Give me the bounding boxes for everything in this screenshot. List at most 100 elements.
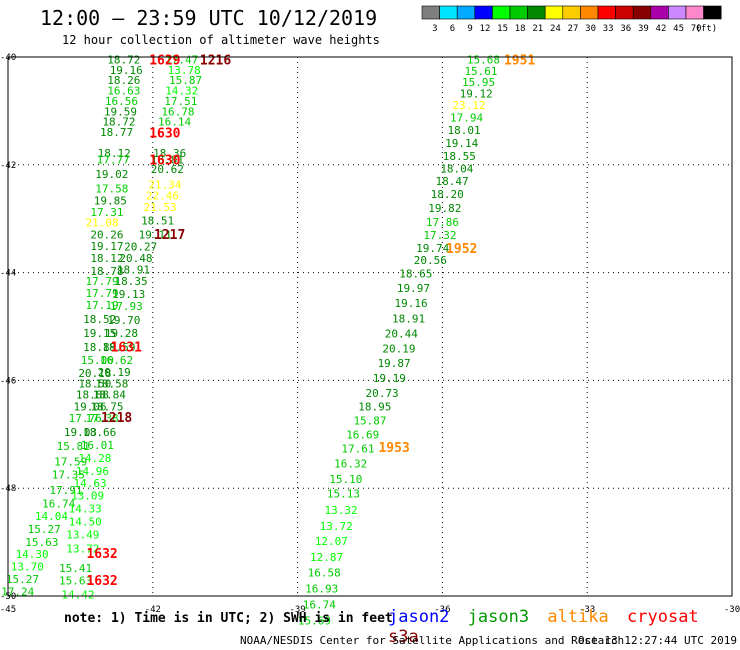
wave-height-value: 18.50 [78, 378, 111, 391]
wave-height-value: 21.34 [148, 179, 181, 192]
wave-height-value: 18.75 [90, 400, 123, 413]
wave-height-value: 18.12 [98, 147, 131, 160]
color-scale-swatch [685, 5, 704, 20]
color-scale-swatch [474, 5, 493, 20]
satellite-legend-altika: altika [547, 607, 609, 627]
color-scale-label: 21 [532, 24, 543, 34]
pass-number-label: 1218 [101, 411, 132, 426]
color-scale-swatch [421, 5, 440, 20]
pass-number-label: 1217 [154, 228, 185, 243]
wave-height-value: 17.86 [426, 216, 459, 229]
color-scale-label: 33 [603, 24, 614, 34]
wave-height-value: 18.52 [83, 313, 116, 326]
wave-height-value: 15.61 [464, 65, 497, 78]
wave-height-value: 19.85 [94, 194, 127, 207]
wave-height-value: 17.59 [54, 455, 87, 468]
wave-height-value: 19.12 [460, 88, 493, 101]
wave-height-value: 14.32 [165, 84, 198, 97]
wave-height-value: 19.97 [397, 282, 430, 295]
wave-height-value: 13.78 [168, 64, 201, 77]
wave-height-value: 18.89 [83, 341, 116, 354]
wave-height-value: 20.48 [119, 252, 152, 265]
wave-height-value: 19.82 [428, 202, 461, 215]
wave-height-value: 15.87 [353, 414, 386, 427]
wave-height-value: 19.11 [139, 228, 172, 241]
wave-height-value: 19.17 [90, 240, 123, 253]
pass-number-label: 1951 [504, 54, 535, 69]
wave-height-value: 15.63 [25, 536, 58, 549]
wave-height-value: 14.30 [16, 548, 49, 561]
wave-height-value: 17.93 [110, 300, 143, 313]
wave-height-value: 19.06 [73, 400, 106, 413]
wave-height-value: 20.27 [124, 241, 157, 254]
credit-text: NOAA/NESDIS Center for Satellite Applica… [240, 634, 625, 647]
pass-number-label: 1629 [149, 54, 180, 69]
wave-height-value: 19.13 [112, 288, 145, 301]
wave-height-value: 19.02 [95, 168, 128, 181]
wave-height-value: 18.78 [90, 265, 123, 278]
wave-height-value: 18.65 [399, 268, 432, 281]
satellite-legend-jason2: jason2 [388, 607, 450, 627]
color-scale-label: 3 [432, 24, 437, 34]
x-tick-label: -33 [579, 605, 595, 615]
color-scale-label: 36 [620, 24, 631, 34]
wave-height-value: 14.42 [61, 588, 94, 601]
wave-height-value: 15.00 [81, 354, 114, 367]
wave-height-value: 22.46 [146, 190, 179, 203]
wave-height-value: 18.59 [102, 341, 135, 354]
wave-height-value: 20.56 [414, 254, 447, 267]
wave-height-value: 15.10 [329, 473, 362, 486]
wave-height-value: 19.16 [394, 297, 427, 310]
x-tick-label: -36 [434, 605, 450, 615]
wave-height-value: 13.70 [11, 560, 44, 573]
color-scale-swatch [439, 5, 458, 20]
wave-height-value: 16.58 [308, 566, 341, 579]
wave-height-value: 18.77 [100, 126, 133, 139]
color-scale-label: 70 [691, 24, 702, 34]
wave-height-value: 19.87 [378, 357, 411, 370]
y-tick-label: -50 [0, 592, 16, 602]
wave-height-value: 18.51 [141, 214, 174, 227]
wave-height-value: 18.04 [440, 163, 473, 176]
wave-height-value: 18.88 [76, 388, 109, 401]
pass-number-label: 1630 [149, 126, 180, 141]
chart-subtitle: 12 hour collection of altimeter wave hei… [62, 33, 380, 47]
wave-height-value: 20.19 [98, 366, 131, 379]
wave-height-value: 15.41 [59, 562, 92, 575]
wave-height-value: 14.28 [78, 452, 111, 465]
wave-height-value: 21.53 [143, 201, 176, 214]
wave-height-value: 20.44 [385, 328, 418, 341]
pass-number-label: 1216 [200, 54, 231, 69]
color-scale-swatch [580, 5, 599, 20]
color-scale-swatch [615, 5, 634, 20]
pass-number-label: 1632 [86, 574, 117, 589]
wave-height-value: 15.81 [57, 440, 90, 453]
color-scale-label: 18 [515, 24, 526, 34]
wave-height-value: 13.09 [71, 490, 104, 503]
wave-height-value: 19.59 [104, 105, 137, 118]
wave-height-value: 18.20 [431, 188, 464, 201]
wave-height-value: 18.95 [358, 400, 391, 413]
wave-height-value: 20.19 [382, 343, 415, 356]
wave-height-value: 20.26 [90, 228, 123, 241]
wave-height-value: 13.72 [320, 520, 353, 533]
wave-height-value: 15.95 [462, 76, 495, 89]
color-scale-swatch [703, 5, 722, 20]
x-tick-label: -42 [145, 605, 161, 615]
wave-height-value: 20.73 [366, 387, 399, 400]
wave-height-value: 13.72 [66, 543, 99, 556]
satellite-legend: jason2 jason3 altika cryosat s3a [388, 607, 740, 647]
wave-height-value: 16.74 [42, 497, 75, 510]
pass-number-label: 1632 [86, 547, 117, 562]
color-scale-swatch [456, 5, 476, 20]
color-scale-swatch [668, 5, 687, 20]
wave-height-value: 17.51 [164, 95, 197, 108]
color-scale-label: 15 [497, 24, 508, 34]
wave-height-value: 19.70 [107, 314, 140, 327]
wave-height-value: 14.04 [35, 510, 68, 523]
wave-height-value: 18.26 [107, 74, 140, 87]
wave-height-value: 14.50 [69, 516, 102, 529]
wave-height-value: 17.94 [450, 111, 483, 124]
color-scale-swatch [562, 5, 581, 20]
color-scale-swatch [650, 5, 669, 20]
